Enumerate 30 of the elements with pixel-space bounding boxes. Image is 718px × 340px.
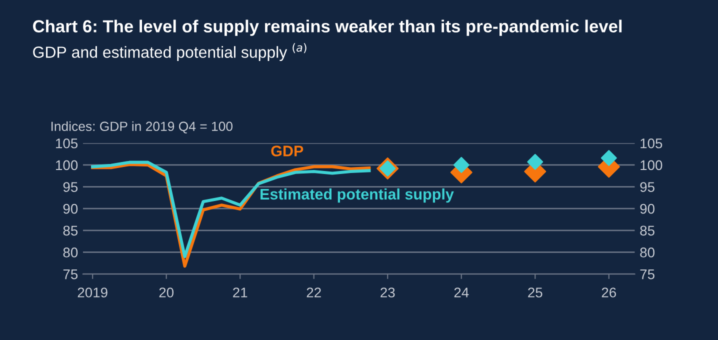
chart-subtitle: GDP and estimated potential supply $^{(a)}$ [33,43,306,62]
point [600,150,617,166]
x-tick-label: 21 [233,288,248,298]
x-tick-label: 20 [159,288,174,298]
series-label: Estimated potential supply [260,188,454,203]
series-label: GDP [271,146,304,156]
x-tick-label: 23 [380,288,395,298]
chart-title: Chart 6: The level of supply remains weaker than its pre-pandemic level [33,20,622,36]
y-axis-title: Indices: GDP in 2019 Q4 = 100 [51,121,233,134]
y2-tick-label: 105 [640,138,662,148]
y-tick-label: 80 [63,248,78,258]
y-tick-label: 105 [56,138,78,148]
point [453,156,470,173]
y-tick-label: 95 [63,182,78,192]
point [527,154,544,170]
y2-tick-label: 95 [640,182,654,192]
x-tick-label: 22 [306,288,321,298]
x-tick-label: 26 [602,288,616,298]
y2-tick-label: 80 [640,248,654,258]
y-tick-label: 85 [63,226,78,236]
y-tick-label: 100 [56,160,78,170]
y2-tick-label: 100 [640,160,662,170]
x-tick-label: 2019 [78,288,108,298]
y2-tick-label: 85 [640,226,654,236]
y2-tick-label: 75 [640,270,654,280]
x-tick-label: 25 [528,288,542,298]
y2-tick-label: 90 [640,204,654,214]
x-tick-label: 24 [454,288,469,298]
y-tick-label: 75 [63,270,78,280]
y-tick-label: 90 [63,204,78,214]
